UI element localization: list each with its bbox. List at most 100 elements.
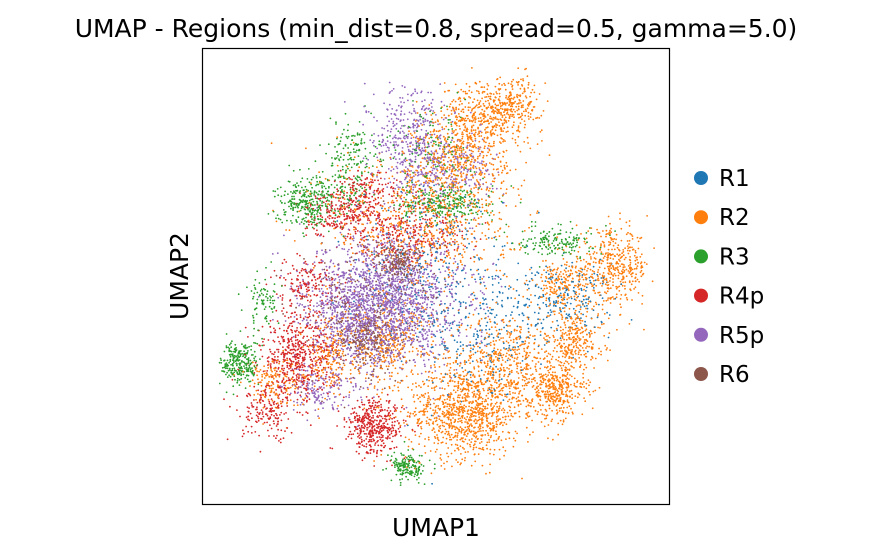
data-point — [358, 166, 361, 169]
data-point — [377, 444, 380, 447]
point-group-r1 — [410, 286, 524, 349]
data-point — [446, 295, 448, 298]
data-point — [472, 335, 475, 337]
data-point — [558, 356, 560, 359]
data-point — [488, 214, 491, 217]
data-point — [524, 251, 527, 254]
data-point — [501, 430, 504, 433]
data-point — [281, 299, 284, 301]
data-point — [481, 278, 484, 280]
data-point — [566, 261, 568, 264]
data-point — [317, 341, 320, 344]
data-point — [440, 312, 443, 315]
data-point — [409, 173, 412, 176]
data-point — [432, 409, 434, 411]
data-point — [564, 417, 567, 420]
data-point — [592, 287, 595, 289]
data-point — [315, 310, 318, 312]
data-point — [523, 126, 526, 129]
data-point — [381, 388, 384, 391]
data-point — [581, 274, 584, 276]
data-point — [473, 248, 475, 251]
data-point — [277, 368, 280, 370]
data-point — [291, 222, 293, 224]
data-point — [352, 239, 355, 242]
data-point — [554, 339, 557, 341]
data-point — [387, 407, 390, 409]
data-point — [253, 341, 255, 344]
data-point — [498, 211, 501, 214]
data-point — [463, 199, 466, 201]
point-group-r4p — [388, 193, 391, 196]
data-point — [390, 118, 393, 120]
data-point — [575, 244, 578, 247]
data-point — [432, 377, 434, 380]
data-point — [305, 196, 308, 199]
data-point — [342, 288, 344, 290]
data-point — [284, 202, 286, 205]
data-point — [444, 302, 446, 305]
data-point — [549, 309, 552, 311]
data-point — [638, 280, 640, 283]
data-point — [367, 238, 369, 241]
data-point — [373, 133, 375, 135]
data-point — [499, 278, 502, 280]
data-point — [328, 277, 331, 280]
data-point — [402, 331, 404, 334]
data-point — [503, 383, 506, 386]
data-point — [268, 435, 270, 437]
data-point — [321, 194, 323, 197]
data-point — [462, 248, 465, 251]
data-point — [456, 187, 459, 190]
data-point — [431, 112, 434, 115]
data-point — [472, 119, 475, 121]
data-point — [544, 338, 547, 341]
data-point — [376, 405, 379, 408]
data-point — [398, 430, 401, 433]
data-point — [340, 404, 343, 406]
data-point — [474, 328, 477, 330]
data-point — [598, 347, 600, 350]
data-point — [439, 457, 442, 459]
data-point — [449, 394, 452, 396]
data-point — [459, 341, 462, 343]
data-point — [596, 279, 599, 281]
data-point — [431, 98, 434, 101]
data-point — [559, 329, 562, 332]
data-point — [483, 140, 486, 143]
data-point — [312, 263, 314, 265]
data-point — [329, 279, 331, 282]
data-point — [615, 296, 618, 299]
data-point — [364, 155, 367, 158]
data-point — [415, 279, 417, 281]
data-point — [266, 370, 269, 372]
data-point — [229, 405, 231, 408]
data-point — [349, 372, 352, 375]
data-point — [395, 165, 398, 168]
data-point — [604, 291, 606, 294]
data-point — [433, 133, 436, 136]
data-point — [488, 358, 491, 360]
data-point — [280, 285, 283, 287]
data-point — [391, 273, 394, 276]
data-point — [299, 281, 302, 284]
data-point — [273, 195, 276, 198]
data-point — [372, 399, 375, 402]
data-point — [596, 316, 599, 319]
data-point — [301, 351, 304, 354]
data-point — [444, 432, 447, 435]
data-point — [495, 339, 497, 342]
data-point — [429, 189, 432, 192]
data-point — [487, 237, 490, 239]
point-group-r3 — [406, 189, 408, 192]
data-point — [433, 167, 436, 170]
data-point — [307, 392, 309, 394]
data-point — [386, 368, 389, 371]
data-point — [361, 308, 364, 311]
data-point — [345, 359, 347, 361]
data-point — [282, 349, 285, 352]
data-point — [287, 316, 290, 319]
data-point — [332, 353, 335, 356]
data-point — [420, 372, 423, 375]
data-point — [402, 141, 404, 144]
